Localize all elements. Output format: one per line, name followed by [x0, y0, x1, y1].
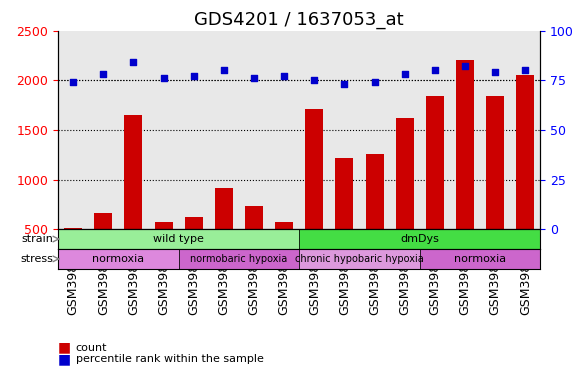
Text: percentile rank within the sample: percentile rank within the sample: [76, 354, 263, 364]
Point: [400, 71, 410, 78]
Bar: [124, 115, 142, 279]
Text: ■: ■: [58, 341, 71, 354]
Bar: [155, 222, 173, 279]
Bar: [185, 217, 203, 279]
Title: GDS4201 / 1637053_at: GDS4201 / 1637053_at: [195, 12, 404, 30]
Point: [490, 69, 500, 75]
Bar: [58, 249, 179, 269]
Bar: [305, 109, 324, 279]
Bar: [215, 189, 233, 279]
Bar: [299, 229, 540, 249]
Point: [310, 77, 319, 83]
Point: [129, 60, 138, 66]
Point: [430, 67, 439, 73]
Bar: [299, 249, 420, 269]
Bar: [94, 213, 112, 279]
Bar: [486, 96, 504, 279]
Text: stress: stress: [20, 254, 53, 264]
Bar: [58, 229, 299, 249]
Text: count: count: [76, 343, 107, 353]
Text: wild type: wild type: [153, 234, 204, 244]
Point: [370, 79, 379, 85]
Text: chronic hypobaric hypoxia: chronic hypobaric hypoxia: [295, 254, 424, 264]
Bar: [275, 222, 293, 279]
Point: [279, 73, 289, 79]
Point: [249, 75, 259, 81]
Text: normoxia: normoxia: [92, 254, 145, 264]
Text: normoxia: normoxia: [454, 254, 506, 264]
Point: [460, 63, 469, 70]
Point: [521, 67, 530, 73]
Bar: [426, 96, 444, 279]
Point: [340, 81, 349, 88]
Point: [189, 73, 198, 79]
Point: [69, 79, 78, 85]
Bar: [396, 118, 414, 279]
Text: strain: strain: [21, 234, 53, 244]
Point: [159, 75, 168, 81]
Bar: [456, 60, 474, 279]
Bar: [335, 158, 353, 279]
Point: [219, 67, 228, 73]
Text: normobaric hypoxia: normobaric hypoxia: [191, 254, 288, 264]
Point: [99, 71, 108, 78]
Text: ■: ■: [58, 352, 71, 366]
Bar: [64, 228, 83, 279]
Bar: [516, 75, 535, 279]
Text: dmDys: dmDys: [400, 234, 439, 244]
Bar: [365, 154, 383, 279]
Bar: [179, 249, 299, 269]
Bar: [245, 206, 263, 279]
Bar: [420, 249, 540, 269]
